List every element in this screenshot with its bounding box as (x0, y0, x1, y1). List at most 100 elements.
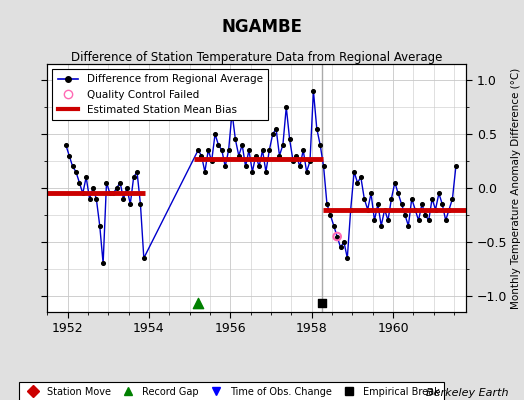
Point (79, 190, 87, 196)
Point (418, 201, 426, 207)
Point (133, 169, 141, 175)
Point (258, 147, 267, 154)
Point (69, 163, 77, 170)
Point (448, 196, 456, 202)
Point (248, 169, 257, 175)
Point (116, 180, 124, 186)
Point (211, 131, 219, 137)
Point (442, 217, 450, 224)
Point (346, 206, 355, 213)
Point (306, 158, 314, 164)
Point (340, 239, 348, 245)
Point (452, 163, 460, 170)
Point (397, 201, 406, 207)
Point (193, 300, 202, 306)
Point (326, 212, 334, 218)
Point (367, 190, 375, 196)
Point (408, 196, 416, 202)
Point (119, 196, 128, 202)
Point (217, 147, 226, 154)
Point (421, 212, 430, 218)
Point (292, 152, 301, 159)
Point (394, 190, 402, 196)
Y-axis label: Monthly Temperature Anomaly Difference (°C): Monthly Temperature Anomaly Difference (… (511, 67, 521, 309)
Point (89, 185, 97, 191)
Point (353, 180, 362, 186)
Point (194, 147, 202, 154)
Point (106, 190, 114, 196)
Point (333, 233, 341, 240)
Point (401, 212, 409, 218)
Point (313, 126, 321, 132)
Point (92, 196, 101, 202)
Point (109, 190, 117, 196)
Point (255, 163, 264, 170)
Point (411, 206, 419, 213)
Point (370, 217, 379, 224)
Point (95, 222, 104, 229)
Point (320, 163, 328, 170)
Point (404, 222, 412, 229)
Point (72, 169, 80, 175)
Point (224, 147, 233, 154)
Point (360, 196, 368, 202)
Point (245, 147, 253, 154)
Point (265, 147, 274, 154)
Point (123, 185, 131, 191)
Point (139, 255, 148, 261)
Point (387, 196, 396, 202)
Point (374, 201, 382, 207)
Point (296, 163, 304, 170)
Point (238, 142, 246, 148)
Point (390, 180, 399, 186)
Point (336, 244, 345, 250)
Text: NGAMBE: NGAMBE (222, 18, 302, 36)
Point (431, 206, 440, 213)
Point (424, 217, 433, 224)
Point (99, 260, 107, 267)
Point (235, 152, 243, 159)
Point (438, 201, 446, 207)
Point (286, 136, 294, 143)
Point (364, 206, 372, 213)
Point (333, 233, 341, 240)
Title: Difference of Station Temperature Data from Regional Average: Difference of Station Temperature Data f… (71, 51, 442, 64)
Point (204, 147, 212, 154)
Point (252, 152, 260, 159)
Point (279, 142, 287, 148)
Point (102, 180, 111, 186)
Point (377, 222, 386, 229)
Point (198, 152, 206, 159)
Point (299, 147, 308, 154)
Point (445, 206, 453, 213)
Point (330, 222, 338, 229)
Point (242, 163, 250, 170)
Point (82, 174, 90, 180)
Point (208, 158, 216, 164)
Point (126, 201, 135, 207)
Point (65, 152, 73, 159)
Point (414, 217, 423, 224)
Point (318, 300, 326, 306)
Point (316, 142, 324, 148)
Point (275, 152, 283, 159)
Text: Berkeley Earth: Berkeley Earth (426, 388, 508, 398)
Legend: Station Move, Record Gap, Time of Obs. Change, Empirical Break: Station Move, Record Gap, Time of Obs. C… (19, 382, 444, 400)
Point (113, 185, 121, 191)
Point (343, 255, 352, 261)
Point (435, 190, 443, 196)
Point (282, 104, 290, 110)
Point (75, 180, 84, 186)
Point (231, 136, 239, 143)
Point (309, 88, 318, 94)
Point (302, 169, 311, 175)
Point (129, 174, 138, 180)
Point (228, 109, 236, 116)
Point (323, 201, 331, 207)
Point (350, 169, 358, 175)
Point (268, 131, 277, 137)
Point (428, 196, 436, 202)
Point (62, 142, 70, 148)
Point (221, 163, 230, 170)
Point (261, 169, 270, 175)
